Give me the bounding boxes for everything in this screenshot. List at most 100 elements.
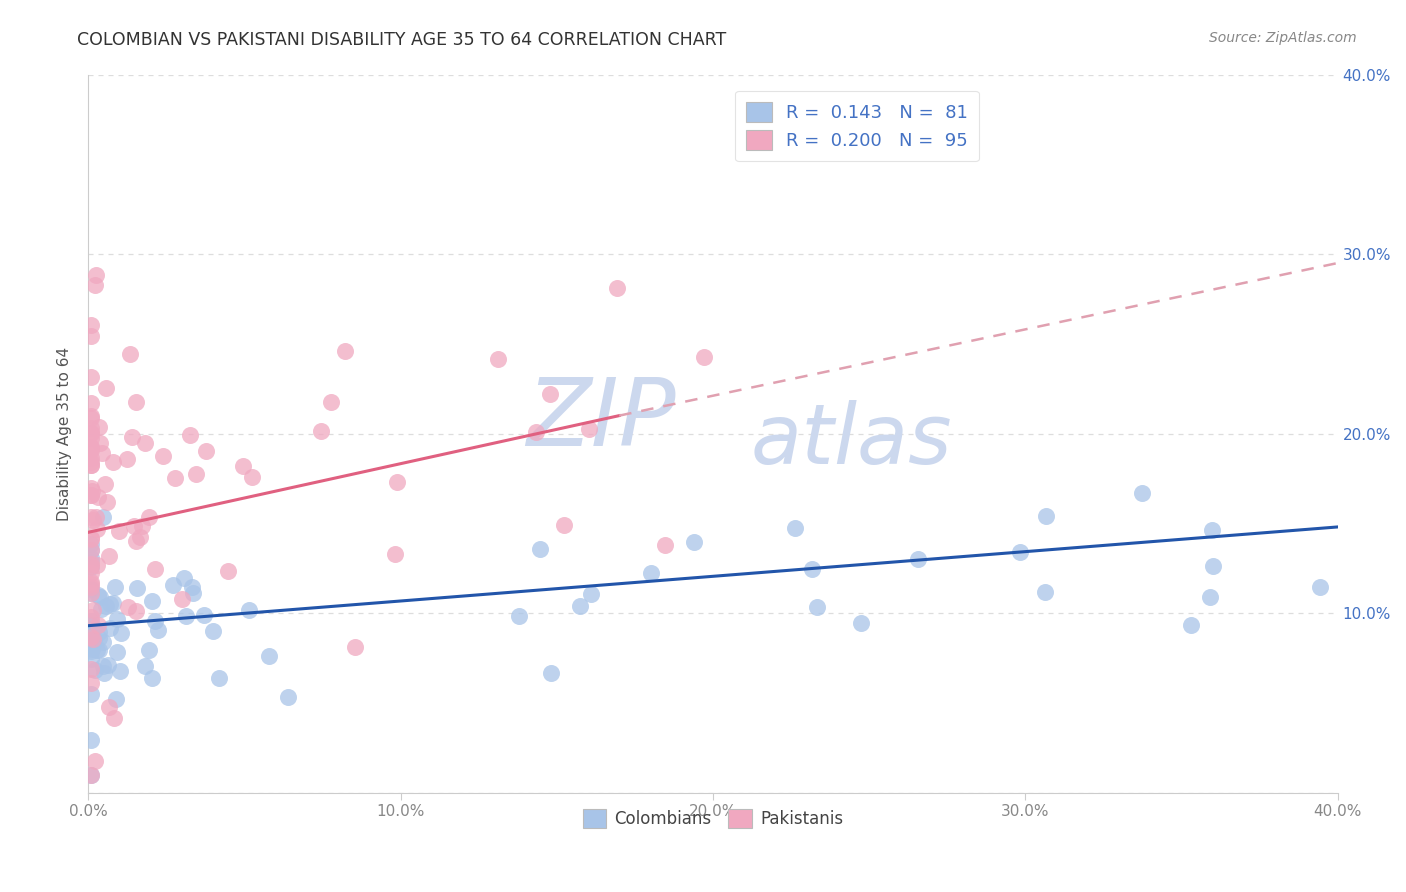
Y-axis label: Disability Age 35 to 64: Disability Age 35 to 64 [58,346,72,521]
Point [131,518,153,533]
Point [80,458,103,473]
Point [257,648,280,663]
Point [162,577,184,591]
Point [179,428,201,442]
Point [105,645,128,659]
Point [80,409,103,423]
Point [1035,509,1057,524]
Point [91,659,114,673]
Point [134,659,156,673]
Point [508,608,530,623]
Point [125,582,148,596]
Legend: Colombians, Pakistanis: Colombians, Pakistanis [576,802,849,835]
Point [80,440,103,454]
Point [640,566,662,580]
Point [87,631,110,645]
Point [89,590,111,604]
Point [80,555,103,569]
Point [163,470,186,484]
Point [80,767,103,781]
Point [1309,580,1331,594]
Point [141,594,163,608]
Point [80,662,103,676]
Point [80,577,103,591]
Point [83,664,105,678]
Point [86,522,108,536]
Point [80,318,103,332]
Point [202,624,225,639]
Point [80,532,103,546]
Point [108,664,131,678]
Point [98,549,121,563]
Point [125,534,148,549]
Point [86,558,108,573]
Point [553,517,575,532]
Point [654,538,676,552]
Point [184,467,207,482]
Point [105,691,128,706]
Point [80,676,103,690]
Point [80,543,103,558]
Point [134,436,156,450]
Point [98,598,121,612]
Point [138,643,160,657]
Point [80,732,103,747]
Point [1202,559,1225,574]
Point [101,455,124,469]
Point [80,425,103,440]
Point [173,571,195,585]
Point [80,586,103,600]
Point [1180,617,1202,632]
Point [83,621,105,635]
Point [385,475,408,489]
Point [87,588,110,602]
Point [343,640,366,654]
Point [801,562,824,576]
Point [80,767,103,781]
Point [82,634,104,648]
Point [83,632,105,647]
Point [80,455,103,469]
Point [110,625,132,640]
Point [118,347,141,361]
Point [80,442,103,456]
Point [232,459,254,474]
Point [80,426,103,441]
Point [568,599,591,613]
Point [80,431,103,445]
Point [80,551,103,566]
Point [93,665,115,680]
Point [83,754,105,768]
Point [104,580,127,594]
Point [103,710,125,724]
Point [117,600,139,615]
Point [578,422,600,436]
Point [86,490,108,504]
Point [579,587,602,601]
Text: Source: ZipAtlas.com: Source: ZipAtlas.com [1209,31,1357,45]
Point [80,574,103,589]
Point [207,671,229,685]
Point [80,559,103,574]
Point [80,421,103,435]
Point [87,419,110,434]
Point [82,483,104,498]
Point [97,658,120,673]
Point [319,395,342,409]
Point [86,509,108,524]
Point [80,451,103,466]
Point [94,477,117,491]
Point [907,552,929,566]
Point [170,592,193,607]
Text: ZIP: ZIP [526,374,675,465]
Point [80,488,103,502]
Point [91,446,114,460]
Point [115,452,138,467]
Point [80,630,103,644]
Point [96,494,118,508]
Point [82,513,104,527]
Point [849,615,872,630]
Point [138,510,160,524]
Point [309,424,332,438]
Point [1201,523,1223,537]
